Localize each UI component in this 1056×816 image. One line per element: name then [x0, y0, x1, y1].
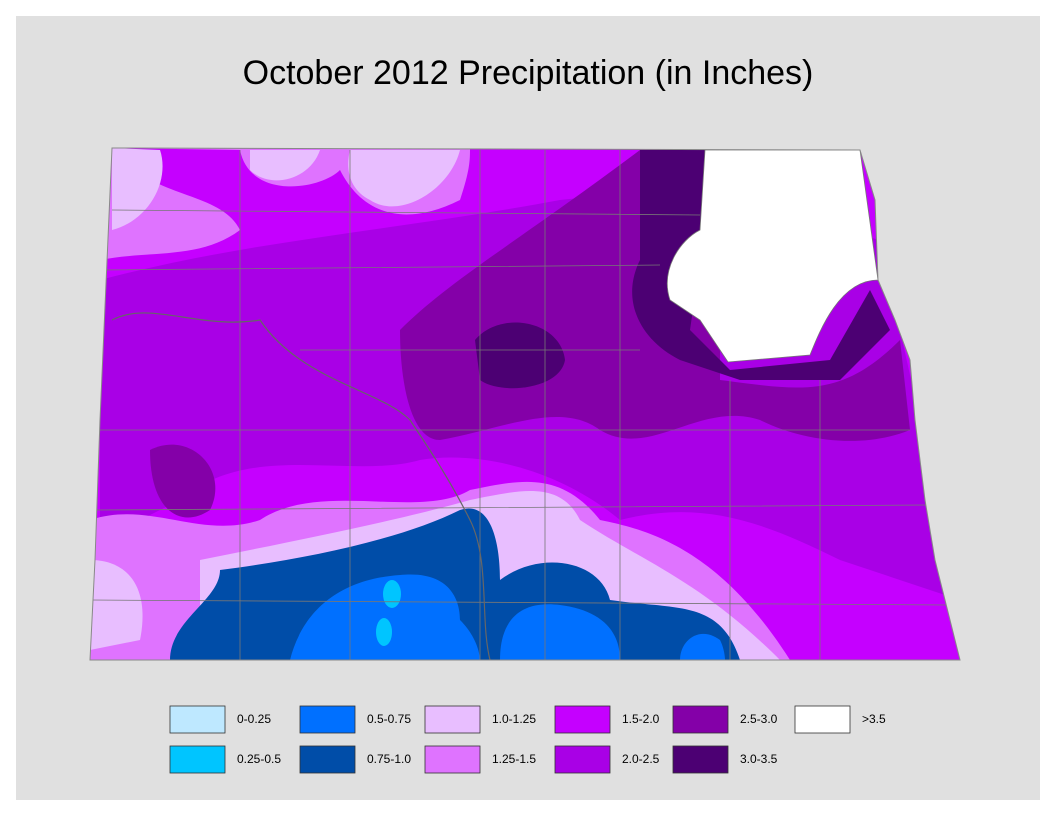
legend-label: 0.5-0.75 [367, 712, 411, 726]
map-title: October 2012 Precipitation (in Inches) [243, 54, 814, 92]
legend-swatch [672, 705, 729, 734]
legend: 0-0.25 0.25-0.5 0.5-0.75 0.75-1.0 1.0-1.25 1.… [169, 705, 886, 774]
legend-swatch [554, 745, 611, 774]
legend-label: 0-0.25 [237, 712, 271, 726]
state-map [90, 148, 960, 660]
legend-label: 3.0-3.5 [740, 752, 778, 766]
legend-swatch [299, 705, 356, 734]
legend-label: 2.0-2.5 [622, 752, 660, 766]
state-outline [89, 147, 961, 661]
legend-swatch [299, 745, 356, 774]
legend-swatch [169, 745, 226, 774]
legend-swatch [424, 745, 481, 774]
legend-swatch [424, 705, 481, 734]
legend-label: 1.25-1.5 [492, 752, 536, 766]
legend-swatch [169, 705, 226, 734]
legend-swatch [794, 705, 851, 734]
legend-label: 0.75-1.0 [367, 752, 411, 766]
legend-swatch [672, 745, 729, 774]
legend-label: 2.5-3.0 [740, 712, 778, 726]
legend-swatch [554, 705, 611, 734]
legend-label: >3.5 [862, 712, 886, 726]
legend-label: 0.25-0.5 [237, 752, 281, 766]
legend-label: 1.0-1.25 [492, 712, 536, 726]
legend-label: 1.5-2.0 [622, 712, 660, 726]
